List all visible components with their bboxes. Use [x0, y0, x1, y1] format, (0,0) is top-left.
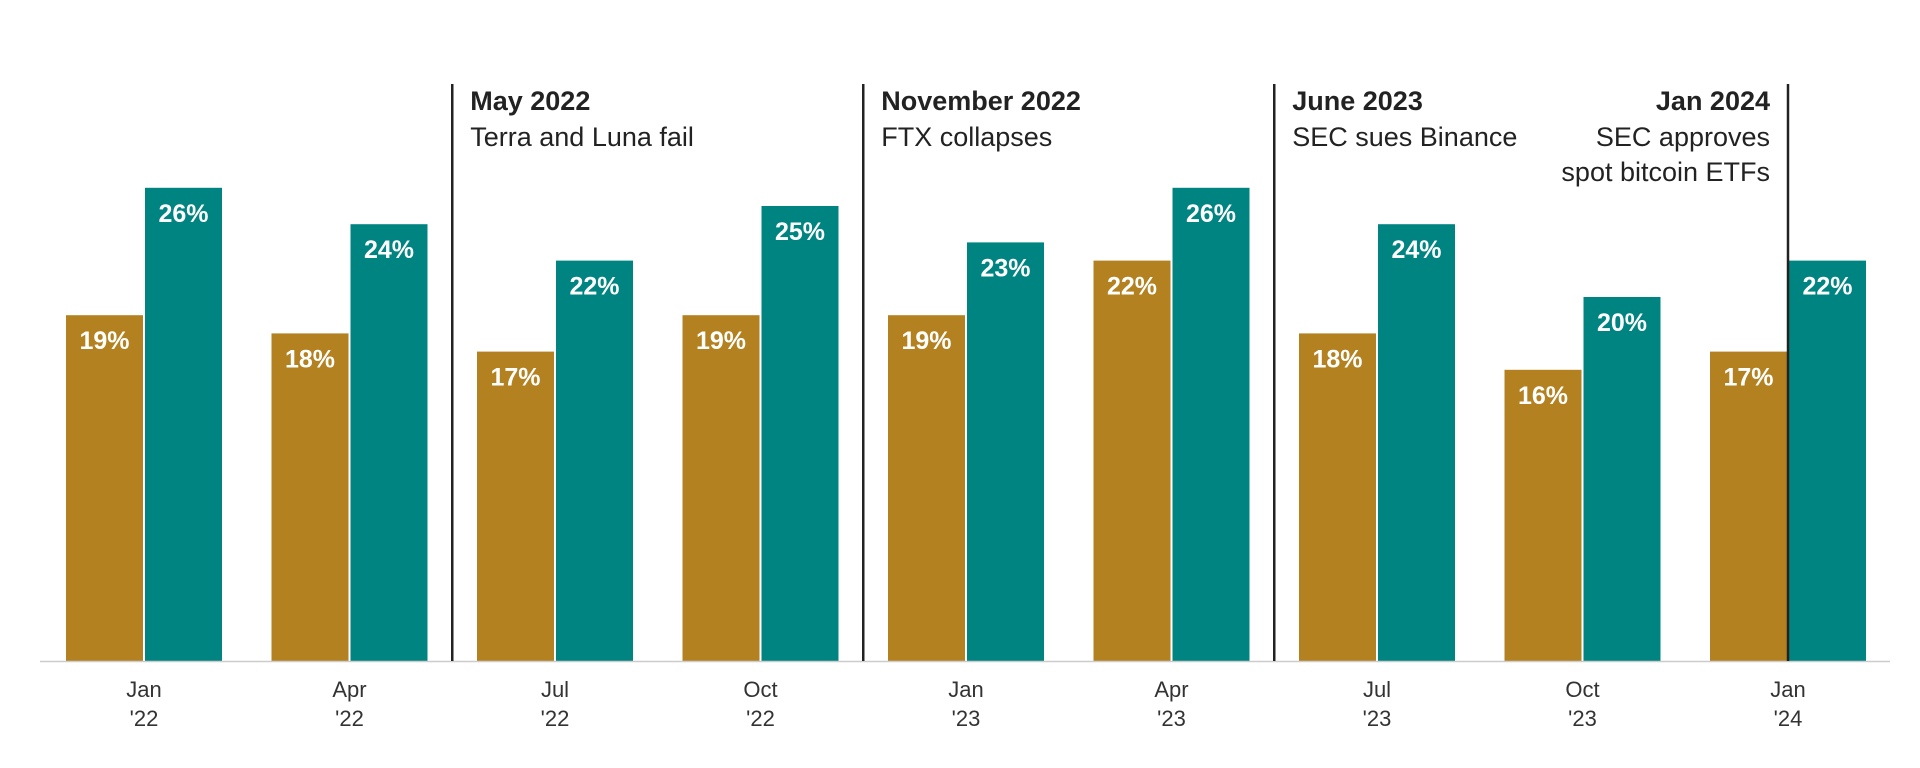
bar-series1-0	[66, 315, 143, 661]
x-tick-label-7-line1: Oct	[1565, 677, 1599, 702]
x-tick-label-6-line2: '23	[1363, 706, 1392, 731]
bar-series1-6	[1299, 333, 1376, 661]
event-title-1: November 2022	[881, 86, 1081, 116]
bar-label-series2-0: 26%	[158, 200, 208, 228]
event-description-1-line1: FTX collapses	[881, 122, 1052, 152]
bar-series2-8	[1789, 260, 1866, 661]
x-tick-label-1-line2: '22	[335, 706, 364, 731]
x-tick-label-0-line1: Jan	[126, 677, 161, 702]
bar-series1-3	[682, 315, 760, 661]
bar-label-series2-1: 24%	[364, 236, 414, 264]
x-tick-label-8-line1: Jan	[1770, 677, 1805, 702]
bar-label-series1-6: 18%	[1312, 345, 1362, 373]
bar-label-series2-2: 22%	[569, 273, 619, 301]
x-axis: Jan '22 Apr '22 Jul '22 Oct '22 Jan '23 Apr '23 Jul '…	[40, 660, 1890, 731]
bar-series2-2	[556, 260, 633, 661]
bar-series1-2	[477, 351, 554, 661]
bar-label-series2-6: 24%	[1391, 236, 1441, 264]
bar-series1-1	[271, 333, 349, 661]
x-tick-label-6-line1: Jul	[1363, 677, 1391, 702]
x-tick-label-3-line1: Oct	[743, 677, 777, 702]
x-tick-label-0-line2: '22	[130, 706, 159, 731]
x-tick-label-1-line1: Apr	[332, 677, 366, 702]
bar-series2-6	[1378, 224, 1455, 661]
x-tick-label-5-line1: Apr	[1154, 677, 1188, 702]
bar-series2-5	[1172, 187, 1250, 662]
bar-label-series2-7: 20%	[1597, 309, 1647, 337]
bar-series1-4	[888, 315, 965, 661]
x-tick-label-3-line2: '22	[746, 706, 775, 731]
bar-series2-1	[350, 224, 428, 661]
bar-label-series1-0: 19%	[79, 327, 129, 355]
bar-label-series2-3: 25%	[775, 218, 825, 246]
bar-series1-8	[1710, 351, 1787, 661]
bars-layer	[66, 187, 1866, 662]
event-annotations: May 2022 Terra and Luna fail November 2022…	[451, 84, 1790, 661]
bar-series1-5	[1093, 260, 1171, 661]
bar-series2-7	[1583, 297, 1661, 661]
bar-series2-0	[145, 187, 222, 662]
event-description-3-line1: SEC approves	[1596, 122, 1770, 152]
bar-label-series1-2: 17%	[490, 364, 540, 392]
bar-label-series2-5: 26%	[1186, 200, 1236, 228]
bar-label-series2-4: 23%	[980, 254, 1030, 282]
bar-label-series1-5: 22%	[1107, 273, 1157, 301]
bar-label-series1-8: 17%	[1723, 364, 1773, 392]
x-tick-label-4-line1: Jan	[948, 677, 983, 702]
bar-series2-3	[761, 206, 839, 661]
event-title-2: June 2023	[1292, 86, 1423, 116]
event-description-3-line2: spot bitcoin ETFs	[1561, 157, 1770, 187]
bar-label-series2-8: 22%	[1802, 273, 1852, 301]
x-tick-label-4-line2: '23	[952, 706, 981, 731]
bar-label-series1-3: 19%	[696, 327, 746, 355]
bar-series1-7	[1504, 369, 1582, 661]
event-description-2-line1: SEC sues Binance	[1292, 122, 1517, 152]
bar-label-series1-1: 18%	[285, 345, 335, 373]
bar-label-series1-7: 16%	[1518, 382, 1568, 410]
event-description-0-line1: Terra and Luna fail	[470, 122, 694, 152]
bar-labels-layer: 19% 18% 17% 19% 19% 22% 18% 16% 17% 26% 24% 22% 25% 2…	[79, 200, 1852, 410]
x-tick-label-2-line2: '22	[541, 706, 570, 731]
x-tick-label-2-line1: Jul	[541, 677, 569, 702]
bar-series2-4	[967, 242, 1044, 661]
event-title-3: Jan 2024	[1656, 86, 1770, 116]
x-tick-label-7-line2: '23	[1568, 706, 1597, 731]
x-tick-label-8-line2: '24	[1774, 706, 1803, 731]
event-title-0: May 2022	[470, 86, 590, 116]
x-tick-label-5-line2: '23	[1157, 706, 1186, 731]
bar-label-series1-4: 19%	[901, 327, 951, 355]
